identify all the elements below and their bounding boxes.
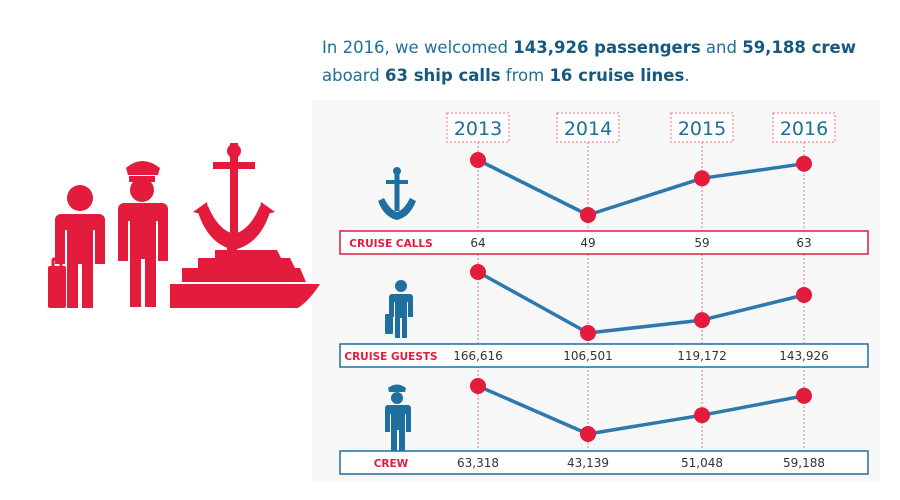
data-label-0-2013: 64 [470,236,485,250]
row-crew-member-icon [385,384,411,452]
series-label-2: CREW [374,458,409,470]
data-point-0-2014 [580,207,596,223]
series-line-2 [477,384,805,436]
year-label-2013: 2013 [454,118,502,140]
year-frame-2016 [772,112,836,143]
value-box-0 [339,230,869,255]
data-point-1-2015 [694,312,710,329]
data-label-2-2016: 59,188 [783,456,825,470]
series-line-0 [477,158,805,217]
data-point-2-2014 [580,426,596,442]
data-point-0-2016 [796,155,812,172]
calls-highlight: 63 ship calls [385,66,501,85]
crew-highlight: 59,188 crew [742,38,856,57]
data-label-0-2014: 49 [580,236,595,250]
year-label-2015: 2015 [678,118,726,140]
data-point-2-2016 [796,387,812,404]
data-label-1-2013: 166,616 [453,349,503,363]
data-label-1-2015: 119,172 [677,349,727,363]
row-cruise-calls: CRUISE CALLS 64 49 59 63 [339,152,869,255]
value-box-2 [339,450,869,475]
year-frame-2015 [670,112,734,143]
data-label-1-2014: 106,501 [563,349,613,363]
lines-highlight: 16 cruise lines [549,66,685,85]
row-cruise-guests: CRUISE GUESTS 166,616 106,501 119,172 143,92… [339,264,869,368]
data-label-2-2014: 43,139 [567,456,609,470]
series-label-0: CRUISE CALLS [349,238,432,250]
data-point-0-2013 [470,152,486,168]
row-crew: CREW 63,318 43,139 51,048 59,188 [339,378,869,475]
data-point-1-2016 [796,287,812,303]
row-anchor-icon [378,167,416,220]
data-label-0-2015: 59 [694,236,709,250]
year-axis: 2013 2014 2015 2016 [446,112,836,472]
headline-line-1: In 2016, we welcomed 143,926 passengers … [322,38,856,57]
data-point-1-2013 [470,264,486,280]
year-frame-2013 [446,112,510,143]
data-label-2-2015: 51,048 [681,456,723,470]
headline: In 2016, we welcomed 143,926 passengers … [322,34,882,90]
data-point-2-2015 [694,407,710,424]
series-label-1: CRUISE GUESTS [344,351,437,363]
year-label-2014: 2014 [564,118,612,140]
year-frame-2014 [556,112,620,143]
data-point-2-2013 [470,378,486,394]
chart-rows: CRUISE CALLS 64 49 59 63 CRUISE GUESTS 166,616… [339,152,869,475]
passengers-highlight: 143,926 passengers [513,38,701,57]
series-line-1 [477,270,805,335]
headline-line-2: aboard 63 ship calls from 16 cruise line… [322,66,690,85]
value-box-1 [339,343,869,368]
data-point-0-2015 [694,170,710,187]
year-label-2016: 2016 [780,118,828,140]
data-label-2-2013: 63,318 [457,456,499,470]
data-label-1-2016: 143,926 [779,349,829,363]
row-passenger-icon [385,280,413,338]
data-label-0-2016: 63 [796,236,811,250]
data-point-1-2014 [580,325,596,341]
